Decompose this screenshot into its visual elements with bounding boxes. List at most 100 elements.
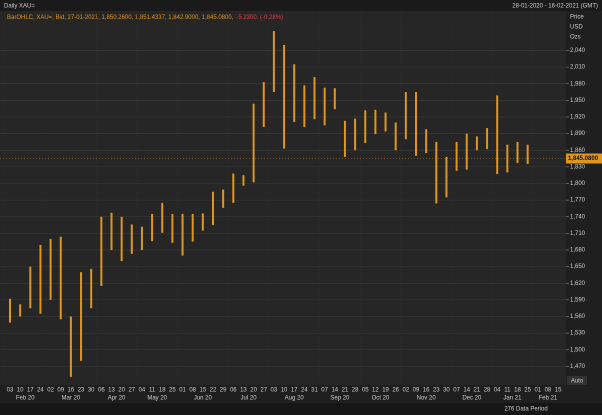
x-tick-label: 16 (423, 388, 430, 394)
hilo-bar (242, 175, 245, 186)
hilo-bar (475, 136, 478, 151)
hilo-bar (445, 156, 448, 198)
hilo-bar (140, 226, 143, 250)
x-tick-label: 22 (210, 388, 217, 394)
y-tick-label: 1,920 (570, 115, 586, 121)
month-label: Sep 20 (330, 396, 350, 402)
hilo-bar (100, 216, 103, 287)
title-bar (0, 0, 602, 11)
legend-text: BarOHLC, XAU=, Bid, 27-01-2021, 1,850.26… (7, 15, 283, 21)
hilo-bar (120, 216, 123, 262)
y-tick-label: 1,590 (570, 297, 586, 303)
hilo-bar (516, 141, 519, 163)
y-tick-label: 2,040 (570, 48, 586, 54)
auto-label[interactable]: Auto (571, 379, 584, 385)
x-tick-label: 15 (200, 388, 207, 394)
x-tick-label: 10 (17, 388, 24, 394)
month-label: Oct 20 (372, 396, 390, 402)
x-tick-label: 30 (443, 388, 450, 394)
x-tick-label: 09 (57, 388, 64, 394)
month-label: Feb 21 (539, 396, 558, 402)
x-tick-label: 27 (128, 388, 135, 394)
x-tick-label: 18 (514, 388, 521, 394)
hilo-bar (80, 272, 83, 361)
y-tick-label: 1,470 (570, 364, 586, 370)
hilo-bar (171, 213, 174, 243)
month-label: Aug 20 (285, 396, 305, 402)
hilo-bar (323, 87, 326, 126)
x-tick-label: 24 (301, 388, 308, 394)
x-tick-label: 17 (291, 388, 298, 394)
hilo-bar (191, 213, 194, 242)
last-price-label: 1,845.0800 (568, 156, 599, 162)
legend-change: -5.2300, (-0.28%) (236, 15, 283, 21)
auto-button[interactable] (567, 376, 587, 385)
x-tick-label: 03 (271, 388, 278, 394)
hilo-bar (9, 298, 11, 323)
hilo-bar (161, 202, 164, 233)
hilo-bar (90, 268, 93, 309)
hilo-bar (394, 122, 397, 151)
x-tick-label: 07 (321, 388, 328, 394)
time-axis-panel (0, 385, 602, 403)
month-label: Jul 20 (241, 396, 258, 402)
hilo-bar (283, 44, 286, 149)
y-tick-label: 1,830 (570, 164, 586, 170)
y-tick-label: 1,500 (570, 347, 586, 353)
x-tick-label: 23 (433, 388, 440, 394)
x-tick-label: 10 (281, 388, 288, 394)
status-bar (0, 403, 602, 415)
hilo-bar (151, 213, 154, 242)
y-axis-label: Ozs (570, 35, 581, 41)
hilo-bar (69, 316, 72, 377)
y-tick-label: 1,740 (570, 214, 586, 220)
x-tick-label: 13 (240, 388, 247, 394)
hilo-bar (262, 82, 265, 127)
x-tick-label: 20 (118, 388, 125, 394)
x-tick-label: 08 (545, 388, 552, 394)
x-tick-label: 28 (352, 388, 359, 394)
y-tick-label: 1,620 (570, 281, 586, 287)
x-tick-label: 13 (108, 388, 115, 394)
month-label: Nov 20 (417, 396, 437, 402)
month-label: Mar 20 (62, 396, 81, 402)
x-tick-label: 16 (68, 388, 75, 394)
x-tick-label: 28 (484, 388, 491, 394)
hilo-bar (110, 212, 113, 250)
hilo-bar (49, 238, 52, 300)
hilo-bar (354, 118, 357, 151)
x-tick-label: 06 (98, 388, 105, 394)
y-tick-label: 1,980 (570, 81, 586, 87)
x-tick-label: 12 (372, 388, 379, 394)
x-tick-label: 09 (413, 388, 420, 394)
hilo-bar (130, 224, 133, 254)
x-tick-label: 25 (524, 388, 531, 394)
x-tick-label: 06 (230, 388, 237, 394)
hilo-bar (465, 133, 468, 170)
period-label[interactable]: 276 Data Period (504, 407, 547, 413)
legend-values: BarOHLC, XAU=, Bid, 27-01-2021, 1,850.26… (7, 15, 234, 21)
y-axis-label: Price (570, 15, 584, 21)
x-tick-label: 14 (463, 388, 470, 394)
x-tick-label: 29 (220, 388, 227, 394)
x-tick-label: 20 (250, 388, 257, 394)
x-tick-label: 21 (474, 388, 481, 394)
x-tick-label: 07 (453, 388, 460, 394)
hilo-bar (272, 31, 275, 93)
hilo-bar (526, 144, 529, 165)
y-tick-label: 1,860 (570, 148, 586, 154)
hilo-bar (313, 77, 316, 120)
hilo-bar (303, 85, 306, 127)
y-tick-label: 2,010 (570, 65, 586, 71)
hilo-bar (374, 109, 377, 135)
x-tick-label: 14 (331, 388, 338, 394)
x-tick-label: 01 (179, 388, 186, 394)
hilo-bar (496, 95, 499, 175)
y-axis-label: USD (570, 25, 583, 31)
x-tick-label: 23 (78, 388, 85, 394)
y-tick-label: 1,890 (570, 131, 586, 137)
x-tick-label: 08 (189, 388, 196, 394)
y-tick-label: 1,530 (570, 331, 586, 337)
